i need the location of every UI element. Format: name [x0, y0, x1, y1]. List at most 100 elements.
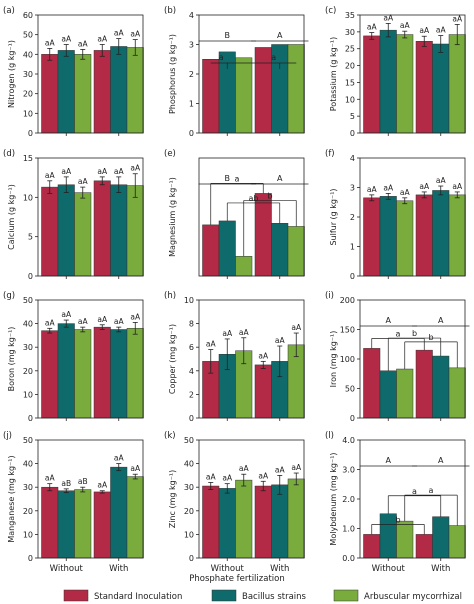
data-label: aA: [45, 318, 56, 327]
data-label: aA: [383, 13, 394, 22]
data-label: aA: [436, 26, 447, 35]
data-label: aA: [206, 472, 217, 481]
bar: [379, 513, 397, 559]
group-letter: A: [438, 456, 444, 465]
bar: [415, 534, 433, 559]
y-tick-label: 15: [23, 154, 33, 163]
panel-label: (c): [325, 6, 336, 16]
bar: [57, 50, 75, 134]
bar: [93, 180, 111, 277]
data-label: aB: [78, 477, 88, 486]
y-tick-label: 5: [28, 233, 33, 242]
data-label: aA: [130, 30, 141, 39]
chart-panel: aA aA aA aA aA aA 0 10 20 30 40 50 (g) Boron (mg kg⁻¹…: [3, 291, 144, 423]
bar: [202, 224, 220, 277]
data-label: aA: [78, 317, 89, 326]
plot-frame: [37, 439, 144, 559]
legend-label: Standard Inoculation: [94, 592, 182, 602]
bar: [287, 44, 305, 134]
data-label: aA: [61, 35, 72, 44]
bar: [415, 41, 433, 134]
chart-panel: 0 50 100 150 200 (i) Iron (mg kg⁻¹) A Aa b b: [325, 291, 470, 423]
data-label: aA: [130, 164, 141, 173]
plot-frame: [37, 299, 144, 419]
bar: [254, 364, 272, 419]
panel-label: (f): [325, 149, 335, 159]
y-tick-label: 15: [345, 78, 355, 87]
data-label: aA: [97, 315, 108, 324]
bar: [363, 197, 381, 277]
y-tick-label: 3.0: [342, 466, 355, 475]
bar: [235, 479, 253, 559]
y-tick-label: 20: [23, 367, 33, 376]
data-label: aA: [78, 177, 89, 186]
bar: [126, 47, 144, 134]
y-tick-label: 0: [189, 554, 194, 563]
y-axis-label: Potassium (g kg⁻¹): [329, 37, 338, 111]
bar: [57, 323, 75, 419]
bar: [110, 329, 128, 419]
comparison-letter: a: [429, 486, 434, 495]
panel-label: (b): [164, 6, 176, 16]
bar: [110, 184, 128, 277]
bar: [396, 520, 414, 559]
y-tick-label: 0: [350, 414, 355, 423]
x-tick-label: Without: [372, 564, 406, 574]
legend-swatch: [211, 589, 237, 602]
y-tick-label: 10: [23, 193, 33, 202]
y-tick-label: 50: [184, 436, 194, 445]
bar: [74, 192, 92, 277]
data-label: aA: [97, 481, 108, 490]
bar: [126, 328, 144, 419]
y-tick-label: 1.0: [342, 525, 355, 534]
comparison-letter: ab: [249, 194, 259, 203]
y-tick-label: 6: [189, 343, 194, 352]
data-label: aA: [383, 183, 394, 192]
bar: [254, 193, 272, 277]
y-axis-label: Iron (mg kg⁻¹): [329, 331, 338, 388]
bar: [41, 330, 59, 419]
panel-label: (d): [3, 149, 15, 159]
chart-panel: aA aB aB aA aA aA 0 10 20 30 40 50 Without With (j) Man…: [3, 431, 144, 574]
bar: [254, 485, 272, 559]
data-label: aA: [78, 39, 89, 48]
y-axis-label: Copper (mg kg⁻¹): [168, 324, 177, 394]
y-tick-label: 25: [345, 45, 355, 54]
bar: [396, 200, 414, 277]
data-label: aA: [97, 167, 108, 176]
y-tick-label: 5: [350, 112, 355, 121]
bar: [235, 256, 253, 277]
data-label: aA: [114, 167, 125, 176]
comparison-letter: a: [396, 329, 401, 338]
legend-label: Bacillus strains: [242, 592, 307, 602]
data-label: aA: [419, 26, 430, 35]
panel-label: (i): [325, 291, 334, 301]
y-tick-label: 20: [23, 90, 33, 99]
bar: [57, 490, 75, 559]
y-tick-label: 30: [184, 483, 194, 492]
data-label: aA: [291, 323, 302, 332]
group-letter: B: [225, 174, 231, 183]
y-tick-label: 60: [23, 11, 33, 20]
legend-swatch: [63, 589, 89, 602]
y-tick-label: 10: [23, 109, 33, 118]
bar: [363, 348, 381, 419]
data-label: aA: [239, 328, 250, 337]
bar: [432, 516, 450, 559]
bar: [218, 488, 236, 559]
plot-frame: [198, 157, 305, 277]
bar: [432, 355, 450, 419]
y-tick-label: 3: [350, 184, 355, 193]
bar: [74, 489, 92, 559]
chart-panel: aA aA aA aA aA aA 0 1 2 3 4 (f) Sulfur (g kg⁻¹): [325, 149, 466, 281]
data-label: aB: [61, 479, 71, 488]
bar: [57, 184, 75, 277]
y-tick-label: 4: [189, 11, 194, 20]
y-tick-label: 50: [23, 296, 33, 305]
bar: [93, 326, 111, 419]
y-tick-label: 30: [23, 343, 33, 352]
panel-label: (l): [325, 431, 334, 441]
y-tick-label: 20: [345, 62, 355, 71]
bar: [363, 534, 381, 559]
y-tick-label: 4: [350, 154, 355, 163]
